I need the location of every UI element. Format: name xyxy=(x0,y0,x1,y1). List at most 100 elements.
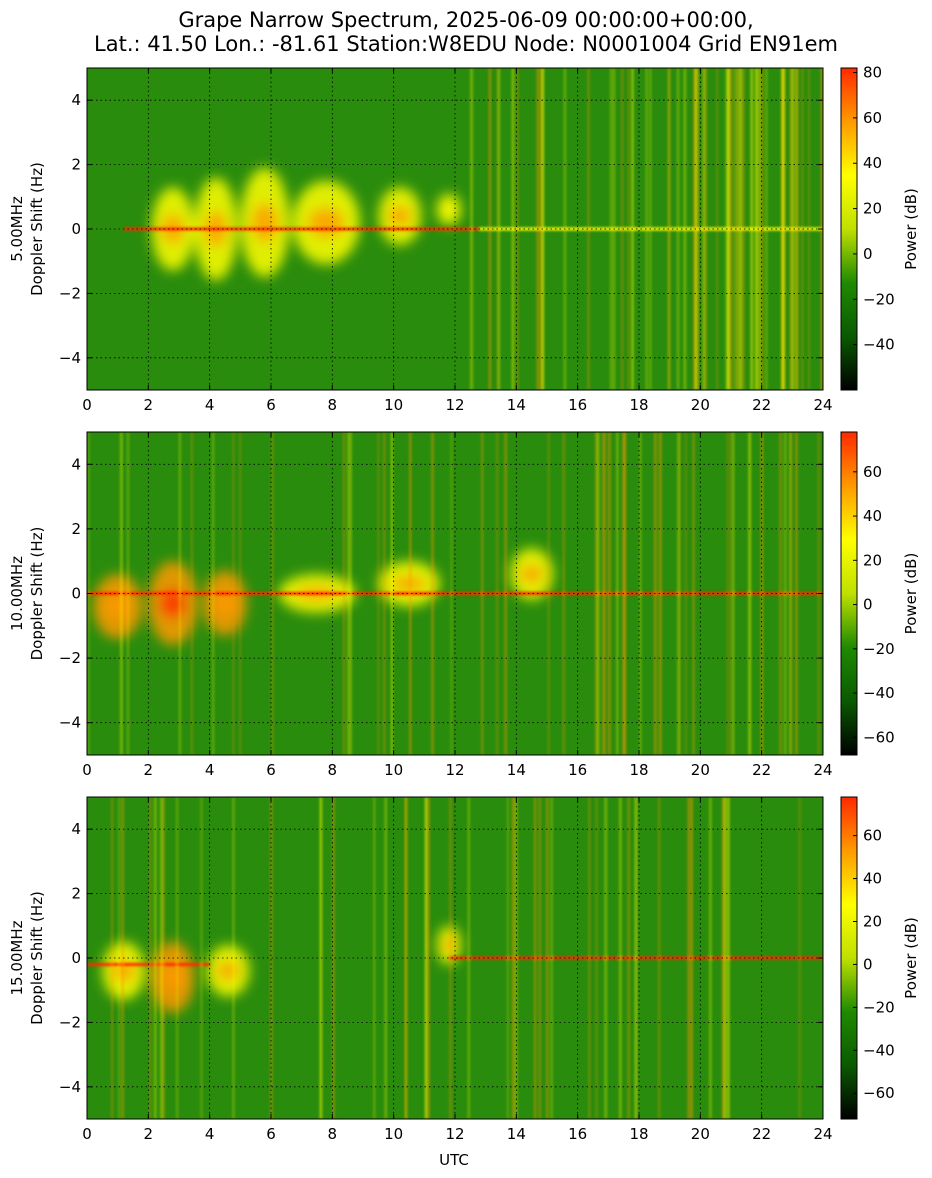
colorbar-tick-label: −20 xyxy=(863,640,895,658)
noise-streak xyxy=(731,68,734,390)
x-tick-label: 0 xyxy=(82,396,92,414)
noise-streak xyxy=(562,432,565,755)
noise-streak xyxy=(200,797,203,1119)
chart-title-line-1: Grape Narrow Spectrum, 2025-06-09 00:00:… xyxy=(178,8,754,32)
x-tick-label: 2 xyxy=(144,1125,154,1143)
x-tick-label: 0 xyxy=(82,761,92,779)
x-tick-label: 20 xyxy=(691,1125,710,1143)
noise-streak xyxy=(692,432,695,755)
chart-title-line-2: Lat.: 41.50 Lon.: -81.61 Station:W8EDU N… xyxy=(94,32,838,56)
x-tick-label: 12 xyxy=(445,396,464,414)
noise-streak xyxy=(683,68,687,390)
y-axis-label: 5.00MHz Doppler Shift (Hz) xyxy=(8,162,46,296)
noise-streak xyxy=(659,432,662,755)
signal-blob-core xyxy=(387,205,412,227)
x-tick-label: 16 xyxy=(568,396,587,414)
x-tick-label: 22 xyxy=(752,761,771,779)
x-tick-label: 24 xyxy=(813,396,832,414)
x-tick-label: 10 xyxy=(384,1125,403,1143)
noise-streak xyxy=(808,68,810,390)
noise-streak xyxy=(516,68,519,390)
y-axis-label: 10.00MHz Doppler Shift (Hz) xyxy=(8,527,46,661)
noise-streak xyxy=(373,797,376,1119)
noise-streak xyxy=(697,68,700,390)
colorbar-tick-label: 0 xyxy=(863,596,873,614)
noise-streak xyxy=(795,68,798,390)
x-tick-label: 16 xyxy=(568,1125,587,1143)
noise-streak xyxy=(790,68,792,390)
y-tick-label: 2 xyxy=(71,520,81,538)
colorbar-tick-label: −60 xyxy=(863,728,895,746)
colorbar xyxy=(840,431,858,756)
noise-streak xyxy=(588,797,590,1119)
x-tick-label: 6 xyxy=(266,1125,276,1143)
x-tick-label: 8 xyxy=(328,396,338,414)
noise-streak xyxy=(677,432,680,755)
noise-streak xyxy=(687,797,690,1119)
noise-streak xyxy=(470,68,473,390)
noise-streak xyxy=(449,797,452,1119)
x-tick-label: 16 xyxy=(568,761,587,779)
signal-blob-core xyxy=(161,964,185,990)
x-tick-label: 14 xyxy=(507,1125,526,1143)
x-tick-label: 2 xyxy=(144,396,154,414)
colorbar-tick-label: 40 xyxy=(863,870,882,888)
colorbar-tick-label: 0 xyxy=(863,955,873,973)
noise-streak xyxy=(610,68,612,390)
signal-blob-core xyxy=(251,203,279,242)
noise-streak xyxy=(732,432,734,755)
y-tick-label: −2 xyxy=(59,1013,81,1031)
noise-streak xyxy=(795,432,798,755)
noise-streak xyxy=(507,797,509,1119)
signal-blob-core xyxy=(216,961,240,980)
noise-streak xyxy=(727,68,730,390)
noise-streak xyxy=(765,68,768,390)
x-tick-label: 4 xyxy=(205,396,215,414)
y-tick-label: 0 xyxy=(71,949,81,967)
noise-streak xyxy=(431,432,434,755)
noise-streak xyxy=(512,68,514,390)
noise-streak xyxy=(789,432,792,755)
noise-streak xyxy=(391,432,393,755)
colorbar xyxy=(840,67,858,391)
x-tick-label: 12 xyxy=(445,1125,464,1143)
noise-streak xyxy=(677,68,679,390)
y-tick-label: 0 xyxy=(71,220,81,238)
signal-blob-core xyxy=(442,204,456,216)
y-tick-label: −4 xyxy=(59,349,81,367)
noise-streak xyxy=(548,432,550,755)
x-axis-label: UTC xyxy=(439,1151,469,1169)
x-tick-label: 0 xyxy=(82,1125,92,1143)
noise-streak xyxy=(270,797,273,1119)
noise-streak xyxy=(425,797,427,1119)
noise-streak xyxy=(760,68,763,390)
noise-streak xyxy=(232,432,234,755)
noise-streak xyxy=(758,68,760,390)
noise-streak xyxy=(729,68,732,390)
signal-blob-core xyxy=(392,575,426,592)
noise-streak xyxy=(781,68,784,390)
y-tick-label: 4 xyxy=(71,91,81,109)
signal-blob-core xyxy=(519,565,544,584)
y-tick-label: −4 xyxy=(59,1078,81,1096)
colorbar-label: Power (dB) xyxy=(902,553,920,635)
noise-streak xyxy=(801,68,804,390)
x-tick-label: 22 xyxy=(752,396,771,414)
x-tick-label: 18 xyxy=(629,396,648,414)
x-tick-label: 8 xyxy=(328,761,338,779)
noise-streak xyxy=(619,797,622,1119)
noise-streak xyxy=(534,797,537,1119)
noise-streak xyxy=(497,68,500,390)
noise-streak xyxy=(627,797,630,1119)
y-axis-label: 15.00MHz Doppler Shift (Hz) xyxy=(8,891,46,1025)
y-tick-label: −4 xyxy=(59,714,81,732)
colorbar-label: Power (dB) xyxy=(902,188,920,270)
colorbar-tick-label: 60 xyxy=(863,463,882,481)
noise-streak xyxy=(121,797,124,1119)
y-tick-label: −2 xyxy=(59,284,81,302)
y-tick-label: 2 xyxy=(71,885,81,903)
colorbar-tick-label: 20 xyxy=(863,551,882,569)
x-tick-label: 2 xyxy=(144,761,154,779)
x-tick-label: 4 xyxy=(205,761,215,779)
colorbar-tick-label: −20 xyxy=(863,290,895,308)
